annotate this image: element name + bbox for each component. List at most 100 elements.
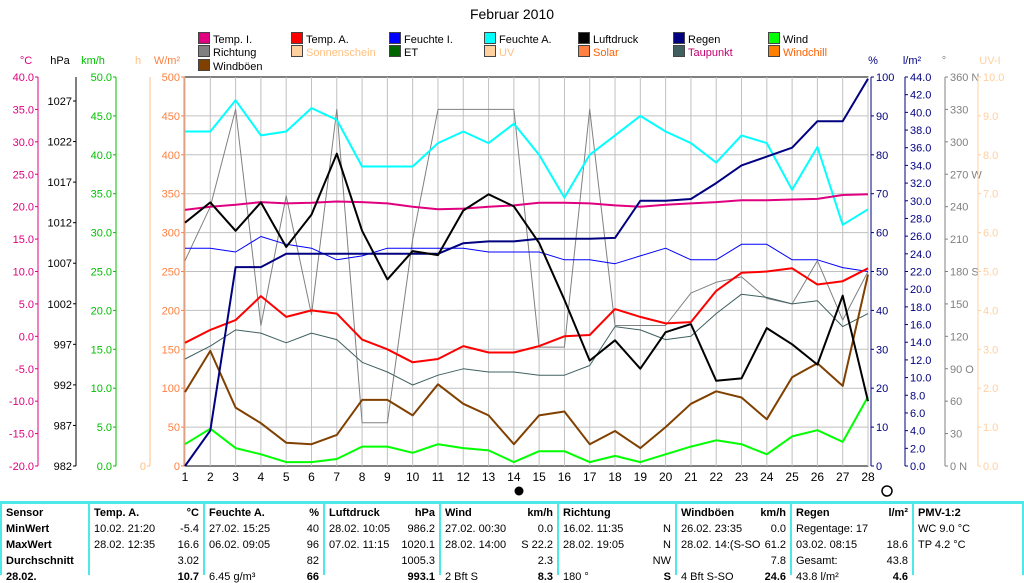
series-wind [184, 396, 869, 464]
axis-tick-label: 0 [174, 461, 180, 473]
stats-feuchte-header: Feuchte A. [209, 507, 265, 519]
stats-feuchte-min-time: 27.02. 15:25 [209, 523, 271, 535]
axis-tick-label: 997 [54, 339, 72, 351]
stats-boeen-max: 61.2 [764, 539, 786, 551]
stats-col-pmv: PMV-1:2 WC 9.0 °C TP 4.2 °C [914, 504, 1022, 575]
chart-title: Februar 2010 [469, 6, 555, 22]
series-luftdruck [184, 152, 869, 402]
legend-label: Feuchte I. [404, 34, 453, 46]
axis-tick-label: 20 [876, 383, 888, 395]
axis-tick-label: 0 [876, 461, 882, 473]
stats-feuchte-unit: % [309, 507, 319, 519]
x-tick-label: 10 [406, 470, 420, 484]
legend-item-et: ET [389, 45, 418, 59]
x-tick-label: 11 [432, 470, 445, 484]
stats-sensor-today: 28.02. [6, 571, 37, 583]
axis-tick-label: 42.0 [910, 90, 931, 102]
legend-label: Sonnenschein [306, 47, 376, 59]
stats-feuchte-avg: 82 [306, 555, 319, 567]
stats-boeen-max-time: 28.02. 14:(S-SO [681, 539, 761, 551]
axis-tick-label: 60 [950, 396, 962, 408]
axis-tick-label: 982 [54, 461, 72, 473]
axis-tick-label: 50 [876, 267, 888, 279]
stats-wind-min-time: 27.02. 00:30 [445, 523, 507, 535]
stats-col-temp: Temp. A. °C 10.02. 21:20 -5.4 28.02. 12:… [90, 504, 203, 583]
axis-tick-label: 150 [950, 299, 968, 311]
axis-unit-label: °C [20, 55, 32, 67]
axis-tick-label: 1027 [48, 96, 72, 108]
stats-sensor-avg: Durchschnitt [6, 555, 74, 567]
stats-feuchte-max-time: 06.02. 09:05 [209, 539, 271, 551]
stats-druck-avg: 1005.3 [401, 555, 435, 567]
legend-item-temp-i-: Temp. I. [198, 32, 252, 46]
legend-swatch [389, 45, 401, 57]
axis-unit-label: W/m² [154, 55, 181, 67]
stats-feuchte-min: 40 [306, 523, 319, 535]
legend-item-windb-en: Windböen [198, 59, 263, 73]
axis-tick-label: 15.0 [91, 344, 112, 356]
legend-item-richtung: Richtung [198, 45, 256, 59]
new-moon-icon [514, 486, 524, 496]
stats-temp-max-time: 28.02. 12:35 [94, 539, 156, 551]
legend-label: UV [499, 47, 515, 59]
x-tick-label: 19 [634, 470, 648, 484]
axis-tick-label: 6.0 [983, 228, 998, 240]
axis-tick-label: 36.0 [910, 143, 931, 155]
axis-tick-label: 20.0 [91, 305, 112, 317]
axis-tick-label: 14.0 [910, 337, 931, 349]
axis-tick-label: 16.0 [910, 320, 931, 332]
stats-regen-max-time: 03.02. 08:15 [796, 539, 858, 551]
axis-tick-label: 28.0 [910, 213, 931, 225]
stats-wind-avg: 2.3 [537, 555, 553, 567]
axis-tick-label: 25.0 [13, 169, 34, 181]
stats-boeen-today: 24.6 [764, 571, 786, 583]
axis-tick-label: 2.0 [910, 443, 925, 455]
x-tick-label: 21 [684, 470, 698, 484]
series-regen [184, 78, 869, 467]
series-windb-en [184, 274, 869, 450]
axis-tick-label: 450 [162, 111, 180, 123]
legend-label: Richtung [213, 47, 257, 59]
legend-swatch [578, 45, 590, 57]
axis-tick-label: 24.0 [910, 249, 931, 261]
legend-item-feuchte-a-: Feuchte A. [484, 32, 552, 46]
stats-temp-min: -5.4 [180, 523, 199, 535]
full-moon-icon [881, 485, 893, 497]
legend-item-uv: UV [484, 45, 514, 59]
axis-tick-label: 70 [876, 189, 888, 201]
legend-label: Temp. I. [213, 34, 253, 46]
x-tick-label: 9 [384, 470, 391, 484]
axis-tick-label: 3.0 [983, 344, 998, 356]
legend-swatch [484, 32, 496, 44]
axis-tick-label: 20.0 [910, 284, 931, 296]
axis-tick-label: 10.0 [983, 72, 1004, 84]
legend-label: Feuchte A. [499, 34, 552, 46]
axis-tick-label: 0.0 [97, 461, 112, 473]
axis-tick-label: 350 [162, 189, 180, 201]
legend-swatch [198, 45, 210, 57]
x-tick-label: 23 [735, 470, 749, 484]
axis-tick-label: 150 [162, 344, 180, 356]
stats-richtung-today-deg: 180 ° [563, 571, 589, 583]
legend-swatch [673, 45, 685, 57]
stats-regen-total: 43.8 [886, 555, 908, 567]
x-tick-label: 17 [583, 470, 597, 484]
axis-tick-label: 300 [950, 137, 968, 149]
x-tick-label: 22 [710, 470, 724, 484]
statistics-table: Sensor MinWert MaxWert Durchschnitt 28.0… [0, 501, 1024, 583]
x-tick-label: 14 [507, 470, 521, 484]
axis-tick-label: -10.0 [9, 396, 34, 408]
axis-tick-label: 330 [950, 104, 968, 116]
axis-tick-label: 35.0 [13, 104, 34, 116]
stats-wind-today-bft: 2 Bft S [445, 571, 479, 583]
axis-tick-label: 0.0 [983, 461, 998, 473]
stats-regen-days: Regentage: 17 [796, 523, 869, 535]
legend-item-sonnenschein: Sonnenschein [291, 45, 376, 59]
x-tick-label: 24 [760, 470, 774, 484]
axis-tick-label: 10.0 [91, 383, 112, 395]
stats-druck-min-time: 28.02. 10:05 [329, 523, 391, 535]
stats-wind-unit: km/h [527, 507, 553, 519]
axis-tick-label: 22.0 [910, 267, 931, 279]
stats-boeen-header: Windböen [681, 507, 735, 519]
legend-item-windchill: Windchill [768, 45, 827, 59]
